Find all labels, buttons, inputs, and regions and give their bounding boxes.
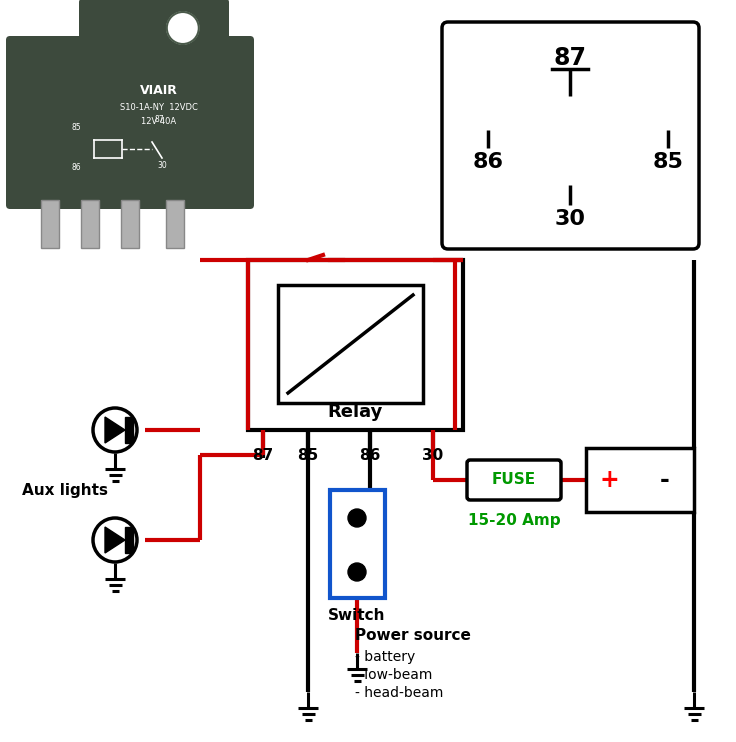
Bar <box>586 448 694 512</box>
Text: FUSE: FUSE <box>492 473 536 487</box>
Bar <box>166 200 184 248</box>
Text: Relay: Relay <box>328 403 383 421</box>
Text: 30: 30 <box>157 161 167 170</box>
FancyBboxPatch shape <box>6 36 254 209</box>
Circle shape <box>348 563 366 581</box>
Text: 86: 86 <box>359 447 381 462</box>
Polygon shape <box>105 527 125 553</box>
FancyBboxPatch shape <box>79 0 229 60</box>
Text: VIAIR: VIAIR <box>140 84 177 96</box>
Text: - low-beam: - low-beam <box>355 668 432 682</box>
Bar <box>278 285 423 403</box>
Polygon shape <box>105 417 125 443</box>
Text: 86: 86 <box>71 163 81 172</box>
Circle shape <box>93 518 137 562</box>
Text: 85: 85 <box>71 123 81 132</box>
Bar <box>121 200 139 248</box>
Text: 85: 85 <box>297 447 319 462</box>
FancyBboxPatch shape <box>467 460 561 500</box>
Bar <box>330 490 385 598</box>
Bar <box>81 200 99 248</box>
Text: - battery: - battery <box>355 650 415 664</box>
Bar <box>125 527 133 553</box>
Circle shape <box>93 408 137 452</box>
Bar <box>248 260 463 430</box>
Text: 86: 86 <box>473 152 503 172</box>
Text: -: - <box>660 468 670 492</box>
Text: Switch: Switch <box>328 608 386 623</box>
Bar <box>41 200 59 248</box>
Bar <box>125 417 133 443</box>
Text: 87: 87 <box>553 46 587 70</box>
Text: +: + <box>600 468 620 492</box>
Text: S10-1A-NY  12VDC: S10-1A-NY 12VDC <box>120 102 198 111</box>
FancyBboxPatch shape <box>442 22 699 249</box>
Text: 87: 87 <box>252 447 274 462</box>
Text: Aux lights: Aux lights <box>22 482 108 497</box>
Text: 30: 30 <box>422 447 444 462</box>
Text: 12V 40A: 12V 40A <box>141 117 177 126</box>
Text: 87: 87 <box>154 115 164 124</box>
Circle shape <box>348 509 366 527</box>
Circle shape <box>167 12 199 44</box>
Text: - head-beam: - head-beam <box>355 686 443 700</box>
Text: 30: 30 <box>554 209 586 229</box>
Text: 15-20 Amp: 15-20 Amp <box>467 513 560 528</box>
Text: 85: 85 <box>653 152 684 172</box>
Text: Power source: Power source <box>355 628 471 643</box>
